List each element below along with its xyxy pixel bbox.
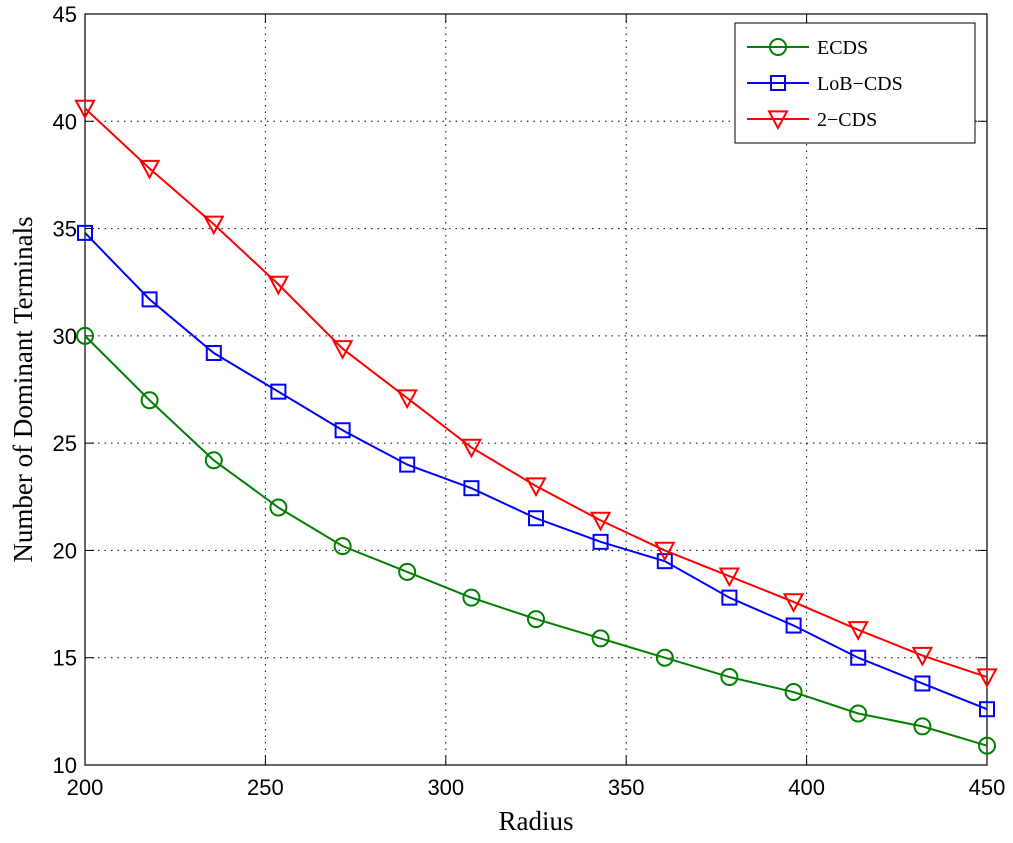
data-point-circle — [140, 391, 159, 410]
data-point-triangle-down — [267, 275, 290, 296]
plot-area-frame — [84, 13, 988, 766]
data-point-circle — [849, 704, 868, 723]
data-point-circle — [720, 668, 739, 687]
data-point-square — [334, 422, 351, 439]
data-point-circle — [784, 683, 803, 702]
legend-marker-circle — [769, 38, 787, 56]
tick-labels: 200 250 300 350 400 450 10 15 20 25 30 35 40 45 — [53, 2, 1006, 800]
legend-item: 2−CDS — [747, 109, 877, 131]
data-point-square — [205, 345, 222, 362]
data-point-triangle-down — [396, 389, 418, 410]
data-point-square — [785, 617, 802, 634]
data-point-triangle-down — [589, 511, 612, 532]
y-tick-label: 30 — [53, 324, 77, 349]
legend-label: ECDS — [817, 37, 868, 59]
series-triangle-down — [74, 99, 998, 689]
series-circle — [76, 326, 996, 755]
y-tick-label: 35 — [53, 217, 77, 242]
x-tick-label: 200 — [67, 775, 104, 800]
data-point-triangle-down — [138, 159, 161, 180]
data-point-circle — [527, 610, 545, 629]
data-point-square — [979, 701, 995, 718]
data-point-triangle-down — [782, 593, 805, 614]
x-tick-label: 300 — [427, 775, 464, 800]
y-tick-label: 15 — [53, 646, 77, 671]
data-point-circle — [333, 537, 352, 556]
data-point-circle — [204, 451, 223, 470]
data-point-square — [270, 383, 287, 400]
grid-lines — [85, 14, 987, 765]
data-point-triangle-down — [74, 99, 96, 120]
legend-item: ECDS — [747, 37, 868, 59]
data-point-square — [592, 533, 609, 550]
data-point-square — [656, 553, 673, 570]
data-point-triangle-down — [718, 567, 741, 588]
data-point-triangle-down — [654, 541, 676, 562]
legend-marker-square — [770, 75, 786, 91]
data-point-triangle-down — [911, 646, 934, 667]
data-point-circle — [913, 717, 932, 736]
y-tick-label: 20 — [53, 538, 77, 563]
data-point-square — [463, 480, 480, 497]
data-point-square — [914, 675, 931, 692]
y-tick-label: 40 — [53, 109, 77, 134]
series-square — [77, 224, 995, 718]
legend-label: LoB−CDS — [817, 73, 903, 95]
axis-ticks — [84, 13, 988, 766]
data-point-circle — [398, 562, 417, 581]
legend-marker-triangle-down — [767, 110, 789, 131]
data-point-triangle-down — [331, 340, 354, 360]
legend-label: 2−CDS — [817, 109, 877, 131]
data-point-square — [850, 649, 867, 666]
x-tick-label: 250 — [247, 775, 284, 800]
data-point-triangle-down — [976, 668, 998, 689]
data-point-square — [77, 224, 93, 241]
data-point-circle — [655, 648, 674, 667]
legend-item: LoB−CDS — [747, 73, 903, 95]
data-point-square — [399, 456, 416, 473]
y-tick-label: 10 — [53, 753, 77, 778]
data-point-square — [721, 589, 738, 606]
data-point-circle — [269, 498, 288, 517]
legend: ECDS LoB−CDS 2−CDS — [734, 22, 976, 144]
x-tick-label: 400 — [788, 775, 825, 800]
data-point-circle — [76, 326, 94, 345]
data-point-square — [528, 510, 544, 527]
data-point-triangle-down — [460, 438, 483, 459]
y-tick-label: 45 — [53, 2, 77, 27]
series-line — [84, 107, 988, 678]
data-point-circle — [978, 736, 996, 755]
data-point-square — [141, 291, 158, 308]
data-point-triangle-down — [847, 621, 869, 641]
series-line — [84, 335, 988, 747]
y-axis-title: Number of Dominant Terminals — [8, 216, 38, 562]
series-line — [84, 232, 988, 711]
x-tick-label: 350 — [608, 775, 645, 800]
data-point-circle — [462, 588, 481, 607]
x-tick-label: 450 — [969, 775, 1006, 800]
data-point-triangle-down — [525, 477, 547, 498]
data-series — [74, 99, 998, 755]
y-tick-label: 25 — [53, 431, 77, 456]
data-point-circle — [591, 629, 610, 648]
x-axis-title: Radius — [498, 806, 573, 836]
data-point-triangle-down — [203, 215, 225, 236]
